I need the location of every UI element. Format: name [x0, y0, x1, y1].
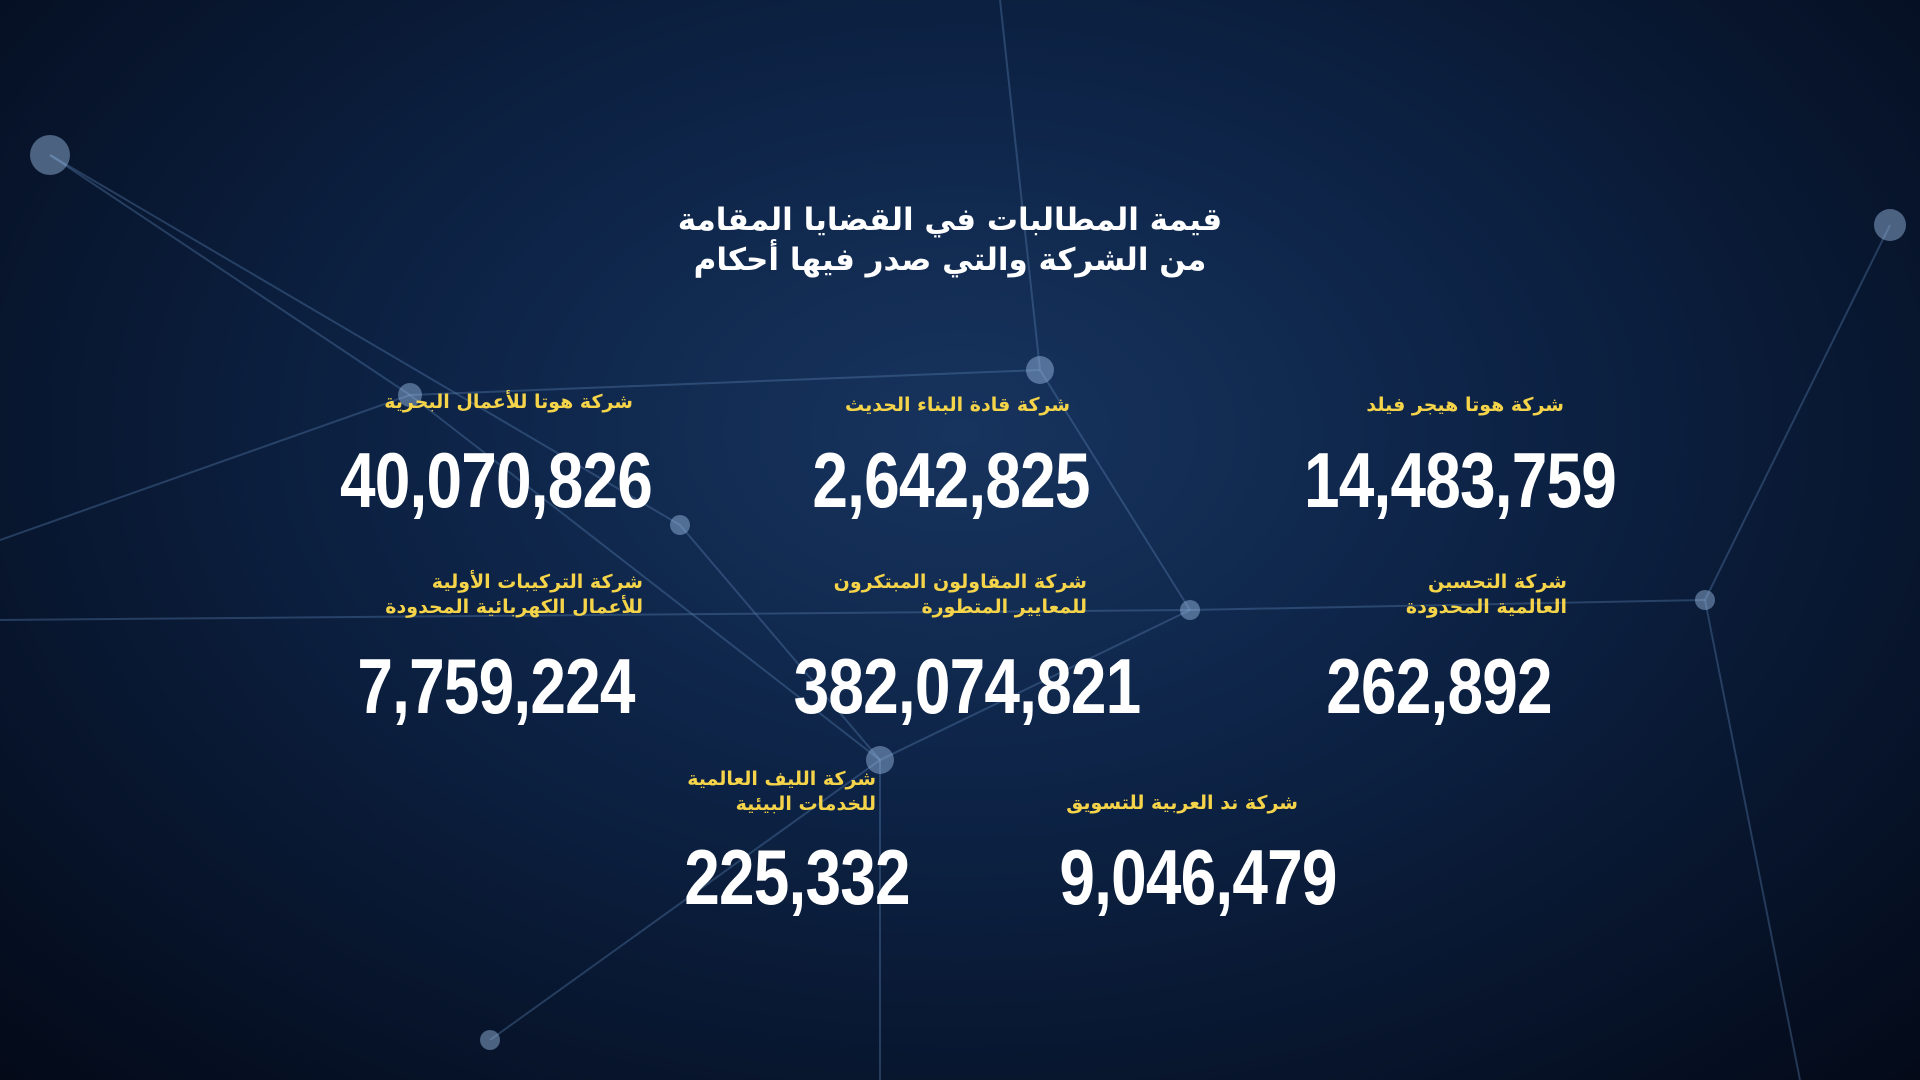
company-name-line: شركة الليف العالمية	[687, 768, 876, 790]
company-name: شركة المقاولون المبتكرون للمعايير المتطور…	[834, 570, 1087, 620]
company-name-line: للخدمات البيئية	[735, 793, 876, 815]
company-name: شركة ند العربية للتسويق	[1066, 791, 1298, 816]
company-name-line: شركة قادة البناء الحديث	[844, 394, 1070, 416]
company-name: شركة التحسين العالمية المحدودة	[1406, 570, 1567, 620]
company-name-line: للمعايير المتطورة	[921, 596, 1087, 618]
claim-value: 40,070,826	[340, 436, 653, 524]
claim-value: 262,892	[1326, 642, 1552, 730]
company-name-line: شركة التركيبات الأولية	[431, 571, 643, 593]
company-name: شركة الليف العالمية للخدمات البيئية	[687, 767, 876, 817]
title-line-1: قيمة المطالبات في القضايا المقامة	[677, 202, 1223, 238]
company-name: شركة قادة البناء الحديث	[845, 393, 1070, 418]
claim-value: 2,642,825	[812, 436, 1090, 524]
company-name-line: العالمية المحدودة	[1405, 596, 1567, 618]
company-name-line: شركة المقاولون المبتكرون	[833, 571, 1087, 593]
claim-value: 9,046,479	[1059, 833, 1337, 921]
company-name-line: شركة التحسين	[1428, 571, 1567, 593]
claim-value: 7,759,224	[357, 642, 635, 730]
company-name-line: شركة هوتا هيجر فيلد	[1366, 394, 1564, 416]
company-name-line: شركة هوتا للأعمال البحرية	[384, 391, 633, 413]
company-name: شركة هوتا للأعمال البحرية	[384, 390, 633, 415]
company-name: شركة هوتا هيجر فيلد	[1366, 393, 1564, 418]
company-name: شركة التركيبات الأولية للأعمال الكهربائية…	[385, 570, 643, 620]
claim-value: 14,483,759	[1304, 436, 1617, 524]
company-name-line: شركة ند العربية للتسويق	[1066, 792, 1298, 814]
company-name-line: للأعمال الكهربائية المحدودة	[385, 596, 643, 618]
title-line-2: من الشركة والتي صدر فيها أحكام	[693, 242, 1207, 278]
claim-value: 382,074,821	[793, 642, 1141, 730]
page-title: قيمة المطالبات في القضايا المقامة من الش…	[560, 200, 1340, 280]
claim-value: 225,332	[684, 833, 910, 921]
